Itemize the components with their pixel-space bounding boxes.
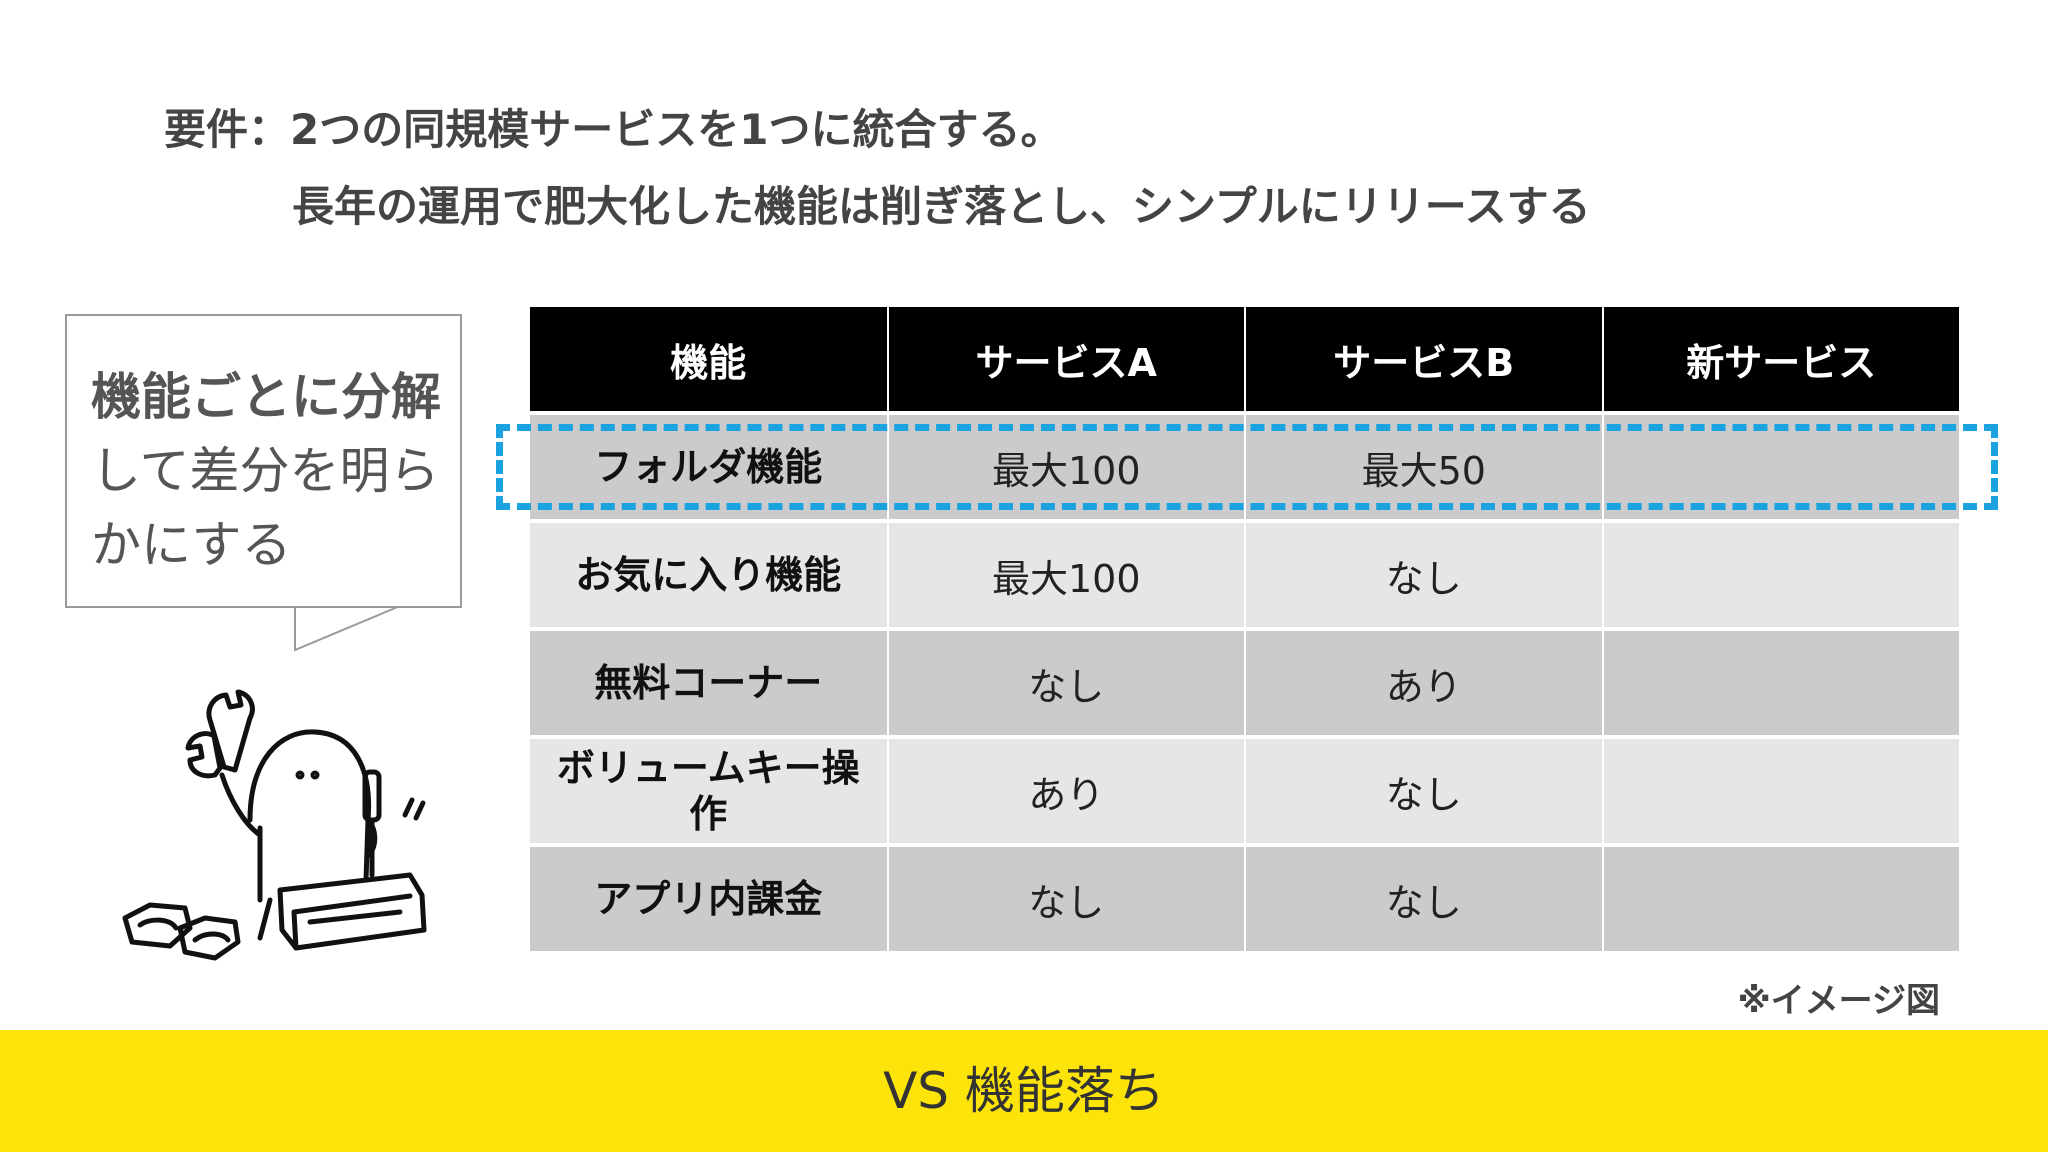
feature-cell: アプリ内課金 [530,845,889,955]
mascot-mechanic-illustration [122,689,427,961]
service-a-cell: なし [887,845,1246,955]
table-row: お気に入り機能 最大100 なし [530,521,1961,631]
service-b-cell: なし [1245,845,1604,955]
table-header-row: 機能 サービスA サービスB 新サービス [530,307,1961,415]
footer-banner: VS 機能落ち [0,1030,2048,1152]
table-row: アプリ内課金 なし なし [530,845,1961,955]
feature-cell: お気に入り機能 [530,521,889,631]
service-b-cell: あり [1245,629,1604,739]
header-service-a: サービスA [887,307,1246,415]
table-row: ボリュームキー操作 あり なし [530,737,1961,847]
service-a-cell: あり [887,737,1246,847]
table-row: 無料コーナー なし あり [530,629,1961,739]
header-feature: 機能 [530,307,889,415]
speech-bubble-rest-text: して差分を明らかにする [91,442,440,574]
highlighted-row-dashed-frame [496,424,1998,510]
speech-bubble: 機能ごとに分解して差分を明らかにする [65,314,462,608]
service-a-cell: なし [887,629,1246,739]
feature-comparison-table: 機能 サービスA サービスB 新サービス フォルダ機能 最大100 最大50 お… [530,307,1961,955]
header-new-service: 新サービス [1602,307,1961,415]
feature-cell: 無料コーナー [530,629,889,739]
new-service-cell [1602,521,1961,631]
header-service-b: サービスB [1245,307,1604,415]
requirement-line-1: 要件：2つの同規模サービスを1つに統合する。 [164,105,1063,154]
footer-text: VS 機能落ち [883,1062,1165,1120]
new-service-cell [1602,629,1961,739]
image-note: ※イメージ図 [1737,981,1940,1021]
service-a-cell: 最大100 [887,521,1246,631]
new-service-cell [1602,845,1961,955]
new-service-cell [1602,737,1961,847]
requirement-line-2: 長年の運用で肥大化した機能は削ぎ落とし、シンプルにリリースする [292,182,1591,231]
service-b-cell: なし [1245,521,1604,631]
service-b-cell: なし [1245,737,1604,847]
feature-cell: ボリュームキー操作 [530,737,889,847]
speech-bubble-bold-text: 機能ごとに分解 [91,368,441,426]
speech-bubble-text: 機能ごとに分解して差分を明らかにする [91,360,453,582]
